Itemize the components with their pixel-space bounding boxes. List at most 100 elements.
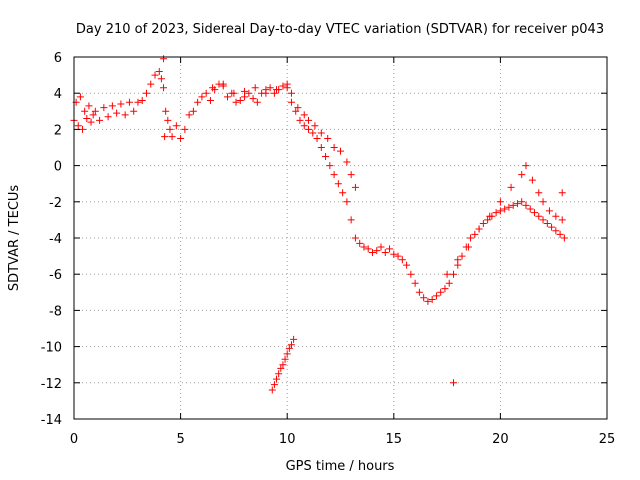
data-point <box>185 111 193 119</box>
data-point <box>232 98 240 106</box>
data-point <box>300 122 308 130</box>
y-tick-label: 4 <box>54 87 62 102</box>
data-point <box>528 176 536 184</box>
data-point <box>492 209 500 217</box>
data-point <box>290 335 298 343</box>
data-point <box>160 55 168 63</box>
data-point <box>142 89 150 97</box>
data-point <box>230 89 238 97</box>
data-point <box>76 93 84 101</box>
data-point <box>522 162 530 170</box>
data-point <box>113 109 121 117</box>
data-point <box>117 100 125 108</box>
data-point <box>164 116 172 124</box>
data-point <box>287 341 295 349</box>
data-point <box>270 89 278 97</box>
data-point <box>479 220 487 228</box>
x-tick-labels: 0 5 10 15 20 25 <box>70 432 615 447</box>
data-point <box>296 116 304 124</box>
data-point <box>507 183 515 191</box>
data-point <box>317 144 325 151</box>
y-tick-label: -14 <box>41 413 62 428</box>
data-point <box>356 239 364 247</box>
data-point <box>496 207 504 215</box>
data-point <box>343 158 351 166</box>
data-point <box>424 297 432 305</box>
axis-ticks <box>73 56 608 420</box>
data-point <box>364 245 372 253</box>
data-point <box>351 183 359 191</box>
series-sdtvar-lower-segment <box>268 335 298 394</box>
data-point <box>281 355 289 363</box>
data-point <box>277 364 285 372</box>
data-point <box>377 243 385 251</box>
data-point <box>155 67 163 75</box>
data-point <box>74 122 82 130</box>
data-point <box>273 86 281 94</box>
data-point <box>407 270 415 278</box>
data-point <box>330 144 338 151</box>
data-point <box>125 98 133 106</box>
data-point <box>324 134 332 142</box>
data-point <box>381 248 389 256</box>
data-point <box>539 198 547 206</box>
data-point <box>134 98 142 106</box>
data-point <box>270 381 278 389</box>
data-point <box>236 96 244 104</box>
data-point <box>548 223 556 231</box>
data-point <box>454 256 462 264</box>
data-point <box>337 147 344 155</box>
data-point <box>486 212 494 220</box>
x-tick-label: 20 <box>492 432 509 447</box>
data-point <box>449 270 457 278</box>
data-point <box>305 116 313 124</box>
data-point <box>283 80 291 88</box>
y-tick-label: 2 <box>54 123 62 138</box>
data-point <box>513 200 521 208</box>
data-point <box>441 285 449 293</box>
x-tick-label: 5 <box>176 432 184 447</box>
data-point <box>275 370 283 378</box>
y-tick-label: -10 <box>41 341 62 356</box>
data-point <box>373 247 381 255</box>
data-point <box>390 250 398 258</box>
data-point <box>347 216 355 224</box>
y-tick-label: 6 <box>54 51 62 66</box>
data-point <box>300 111 308 119</box>
data-point <box>279 82 287 90</box>
data-point <box>428 296 436 304</box>
x-tick-label: 25 <box>599 432 616 447</box>
data-point <box>334 180 342 188</box>
data-point <box>351 234 359 242</box>
data-point <box>161 133 169 141</box>
data-point <box>189 107 197 115</box>
data-point <box>347 171 355 179</box>
y-tick-label: -4 <box>49 232 62 247</box>
data-point <box>209 84 217 92</box>
data-point <box>83 115 91 123</box>
data-point <box>85 102 93 110</box>
data-point <box>89 111 97 119</box>
data-point <box>322 153 330 161</box>
data-point <box>294 104 302 112</box>
data-point <box>518 198 526 206</box>
data-point <box>305 125 313 133</box>
data-point <box>309 129 317 137</box>
data-point <box>202 89 210 97</box>
data-point <box>121 111 129 119</box>
data-point <box>166 125 174 133</box>
data-point <box>172 122 180 130</box>
data-point <box>475 225 483 233</box>
data-point <box>206 96 214 104</box>
data-point <box>151 71 159 79</box>
data-point <box>539 216 547 224</box>
data-point <box>411 279 419 287</box>
data-point <box>467 234 475 242</box>
data-point <box>162 107 170 115</box>
data-point <box>219 80 227 88</box>
data-point <box>287 98 295 106</box>
data-point <box>552 227 560 235</box>
data-point <box>241 87 249 95</box>
data-point <box>518 171 526 179</box>
